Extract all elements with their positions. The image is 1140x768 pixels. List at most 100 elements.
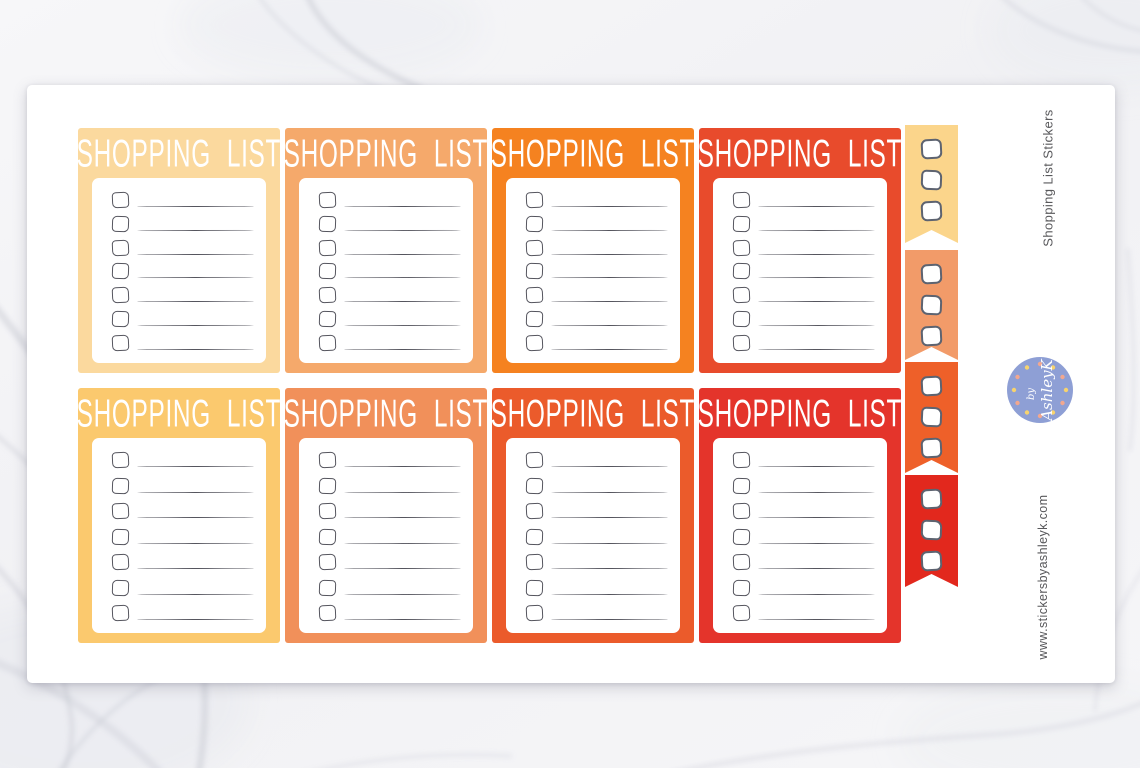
list-row bbox=[299, 239, 473, 257]
checkbox-icon bbox=[318, 191, 337, 209]
list-row bbox=[506, 191, 680, 209]
list-row bbox=[92, 310, 266, 328]
write-line bbox=[757, 491, 876, 493]
checkbox-icon bbox=[525, 451, 544, 469]
list-row bbox=[92, 528, 266, 545]
checkbox-icon bbox=[732, 451, 751, 469]
write-line bbox=[343, 301, 462, 303]
write-line bbox=[136, 491, 255, 493]
write-line bbox=[757, 277, 876, 279]
checkbox-icon bbox=[920, 263, 942, 284]
checkbox-icon bbox=[318, 528, 337, 545]
sheet-title-label: Shopping List Stickers bbox=[1040, 109, 1056, 247]
sticker-title: SHOPPING LIST bbox=[699, 131, 901, 175]
checkbox-icon bbox=[111, 191, 130, 209]
list-row bbox=[506, 477, 680, 494]
list-row bbox=[92, 191, 266, 209]
checkbox-icon bbox=[732, 553, 751, 571]
shopping-list-sticker: SHOPPING LIST bbox=[285, 128, 487, 373]
write-line bbox=[550, 324, 669, 327]
list-panel bbox=[92, 178, 266, 363]
sticker-title: SHOPPING LIST bbox=[285, 391, 487, 435]
write-line bbox=[136, 465, 255, 468]
list-row bbox=[713, 451, 887, 469]
list-row bbox=[92, 451, 266, 469]
checkbox-icon bbox=[111, 604, 130, 622]
list-row bbox=[92, 579, 266, 596]
write-line bbox=[136, 542, 255, 544]
list-row bbox=[299, 604, 473, 622]
write-line bbox=[550, 253, 669, 255]
checkbox-icon bbox=[732, 604, 751, 622]
list-row bbox=[713, 239, 887, 257]
sticker-title: SHOPPING LIST bbox=[492, 391, 694, 435]
write-line bbox=[550, 301, 669, 303]
list-row bbox=[506, 579, 680, 596]
write-line bbox=[550, 205, 669, 208]
write-line bbox=[550, 277, 669, 279]
write-line bbox=[343, 618, 462, 621]
checkbox-icon bbox=[111, 239, 130, 257]
checkbox-icon bbox=[525, 553, 544, 571]
checkbox-icon bbox=[111, 334, 130, 352]
write-line bbox=[343, 567, 462, 570]
logo-dots-yellow bbox=[1011, 365, 1069, 415]
checkbox-icon bbox=[318, 477, 337, 494]
checkbox-icon bbox=[318, 215, 337, 233]
checkbox-icon bbox=[111, 553, 130, 571]
checkbox-icon bbox=[921, 407, 943, 428]
checkbox-icon bbox=[921, 520, 943, 541]
write-line bbox=[550, 618, 669, 621]
shopping-list-sticker: SHOPPING LIST bbox=[492, 128, 694, 373]
write-line bbox=[136, 301, 255, 303]
checkbox-icon bbox=[525, 528, 544, 545]
checkbox-icon bbox=[920, 138, 942, 159]
list-row bbox=[506, 451, 680, 469]
checkbox-icon bbox=[318, 579, 337, 596]
list-row bbox=[92, 553, 266, 571]
list-row bbox=[299, 477, 473, 494]
list-row bbox=[92, 477, 266, 494]
sticker-grid: SHOPPING LIST bbox=[78, 128, 901, 643]
sticker-title: SHOPPING LIST bbox=[78, 131, 280, 175]
list-row bbox=[506, 286, 680, 304]
write-line bbox=[757, 593, 876, 595]
checkbox-icon bbox=[111, 263, 130, 280]
list-row bbox=[299, 262, 473, 280]
sticker-title: SHOPPING LIST bbox=[78, 391, 280, 435]
logo-text-name: AshleyK bbox=[1038, 358, 1056, 422]
checkbox-icon bbox=[921, 295, 943, 316]
checkbox-icon bbox=[920, 550, 942, 571]
list-panel bbox=[92, 438, 266, 633]
shopping-list-sticker: SHOPPING LIST bbox=[78, 128, 280, 373]
list-row bbox=[506, 262, 680, 280]
checkbox-icon bbox=[525, 579, 544, 596]
write-line bbox=[550, 516, 669, 519]
write-line bbox=[757, 205, 876, 208]
list-row bbox=[713, 215, 887, 233]
checkbox-icon bbox=[525, 191, 544, 209]
list-row bbox=[92, 262, 266, 280]
checkbox-icon bbox=[318, 502, 337, 520]
checkbox-icon bbox=[111, 528, 130, 545]
list-row bbox=[713, 310, 887, 328]
write-line bbox=[757, 229, 876, 232]
checkbox-icon bbox=[525, 334, 544, 352]
list-row bbox=[713, 286, 887, 304]
list-row bbox=[506, 604, 680, 622]
list-row bbox=[506, 502, 680, 520]
write-line bbox=[136, 348, 255, 351]
checkbox-icon bbox=[525, 477, 544, 494]
write-line bbox=[757, 253, 876, 255]
write-line bbox=[757, 301, 876, 303]
checkbox-icon bbox=[732, 191, 751, 209]
write-line bbox=[136, 253, 255, 255]
logo-circle bbox=[1007, 357, 1073, 423]
checkbox-flag-sticker bbox=[905, 362, 958, 473]
list-panel bbox=[506, 438, 680, 633]
write-line bbox=[343, 516, 462, 519]
write-line bbox=[757, 348, 876, 351]
list-row bbox=[92, 604, 266, 622]
shopping-list-sticker: SHOPPING LIST bbox=[78, 388, 280, 643]
list-panel bbox=[506, 178, 680, 363]
